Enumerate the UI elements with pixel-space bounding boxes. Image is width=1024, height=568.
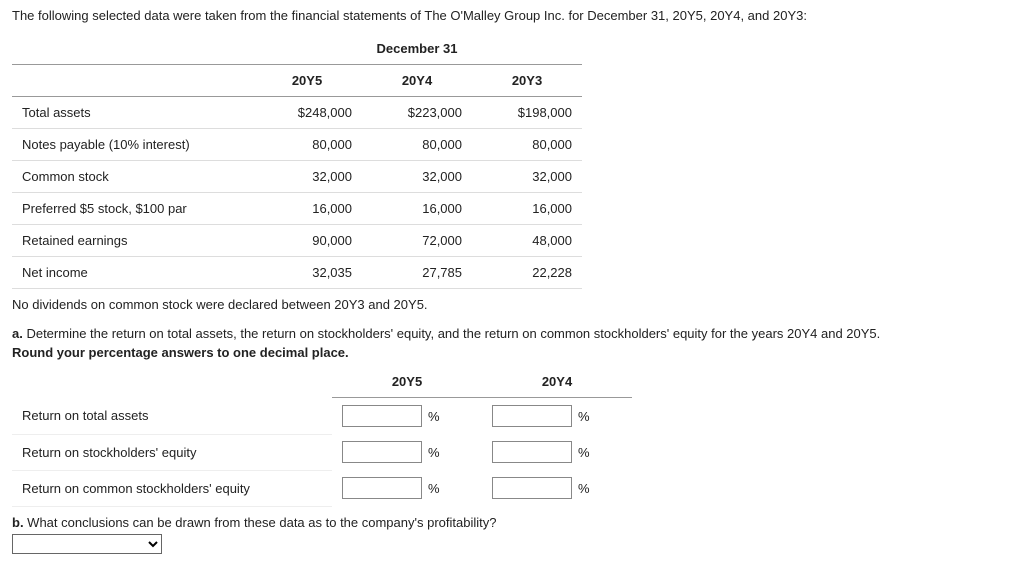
ans-year-0: 20Y5: [332, 366, 482, 398]
cell: 22,228: [472, 257, 582, 289]
percent-unit: %: [578, 409, 590, 424]
qa-text: Determine the return on total assets, th…: [23, 326, 880, 341]
cell: 32,000: [472, 161, 582, 193]
conclusion-dropdown[interactable]: [12, 534, 162, 554]
row-label: Common stock: [12, 161, 252, 193]
answer-table: 20Y5 20Y4 Return on total assets % % Ret…: [12, 366, 632, 507]
cell: 90,000: [252, 225, 362, 257]
cell: 16,000: [252, 193, 362, 225]
percent-unit: %: [428, 445, 440, 460]
input-rota-20y5[interactable]: [342, 405, 422, 427]
input-rota-20y4[interactable]: [492, 405, 572, 427]
input-rocse-20y5[interactable]: [342, 477, 422, 499]
question-b: b. What conclusions can be drawn from th…: [12, 515, 1012, 530]
intro-text: The following selected data were taken f…: [12, 8, 1012, 23]
table-row: Common stock 32,000 32,000 32,000: [12, 161, 582, 193]
ans-row-label: Return on stockholders' equity: [12, 434, 332, 470]
row-label: Notes payable (10% interest): [12, 129, 252, 161]
row-label: Retained earnings: [12, 225, 252, 257]
input-rose-20y5[interactable]: [342, 441, 422, 463]
cell: 32,035: [252, 257, 362, 289]
row-label: Total assets: [12, 97, 252, 129]
percent-unit: %: [428, 409, 440, 424]
table-row: Total assets $248,000 $223,000 $198,000: [12, 97, 582, 129]
cell: 32,000: [252, 161, 362, 193]
table-row: Return on stockholders' equity % %: [12, 434, 632, 470]
cell: $198,000: [472, 97, 582, 129]
table-row: Notes payable (10% interest) 80,000 80,0…: [12, 129, 582, 161]
cell: 27,785: [362, 257, 472, 289]
col-year-1: 20Y4: [362, 65, 472, 97]
cell: 32,000: [362, 161, 472, 193]
cell: 80,000: [472, 129, 582, 161]
financial-data-table: December 31 20Y5 20Y4 20Y3 Total assets …: [12, 33, 582, 289]
col-year-0: 20Y5: [252, 65, 362, 97]
qa-bold-instruction: Round your percentage answers to one dec…: [12, 345, 1012, 360]
ans-row-label: Return on common stockholders' equity: [12, 470, 332, 506]
cell: $248,000: [252, 97, 362, 129]
table-row: Retained earnings 90,000 72,000 48,000: [12, 225, 582, 257]
question-a: a. Determine the return on total assets,…: [12, 326, 1012, 360]
ans-row-label: Return on total assets: [12, 398, 332, 435]
cell: 48,000: [472, 225, 582, 257]
table-row: Net income 32,035 27,785 22,228: [12, 257, 582, 289]
input-rocse-20y4[interactable]: [492, 477, 572, 499]
col-year-2: 20Y3: [472, 65, 582, 97]
qa-prefix: a.: [12, 326, 23, 341]
cell: 80,000: [362, 129, 472, 161]
table1-top-header: December 31: [252, 33, 582, 65]
cell: 16,000: [472, 193, 582, 225]
table-row: Return on common stockholders' equity % …: [12, 470, 632, 506]
cell: 72,000: [362, 225, 472, 257]
dividend-note: No dividends on common stock were declar…: [12, 297, 1012, 312]
percent-unit: %: [428, 481, 440, 496]
qb-prefix: b.: [12, 515, 24, 530]
cell: 16,000: [362, 193, 472, 225]
ans-year-1: 20Y4: [482, 366, 632, 398]
cell: $223,000: [362, 97, 472, 129]
table-row: Preferred $5 stock, $100 par 16,000 16,0…: [12, 193, 582, 225]
qb-text: What conclusions can be drawn from these…: [24, 515, 497, 530]
percent-unit: %: [578, 445, 590, 460]
row-label: Preferred $5 stock, $100 par: [12, 193, 252, 225]
cell: 80,000: [252, 129, 362, 161]
input-rose-20y4[interactable]: [492, 441, 572, 463]
row-label: Net income: [12, 257, 252, 289]
table-row: Return on total assets % %: [12, 398, 632, 435]
percent-unit: %: [578, 481, 590, 496]
